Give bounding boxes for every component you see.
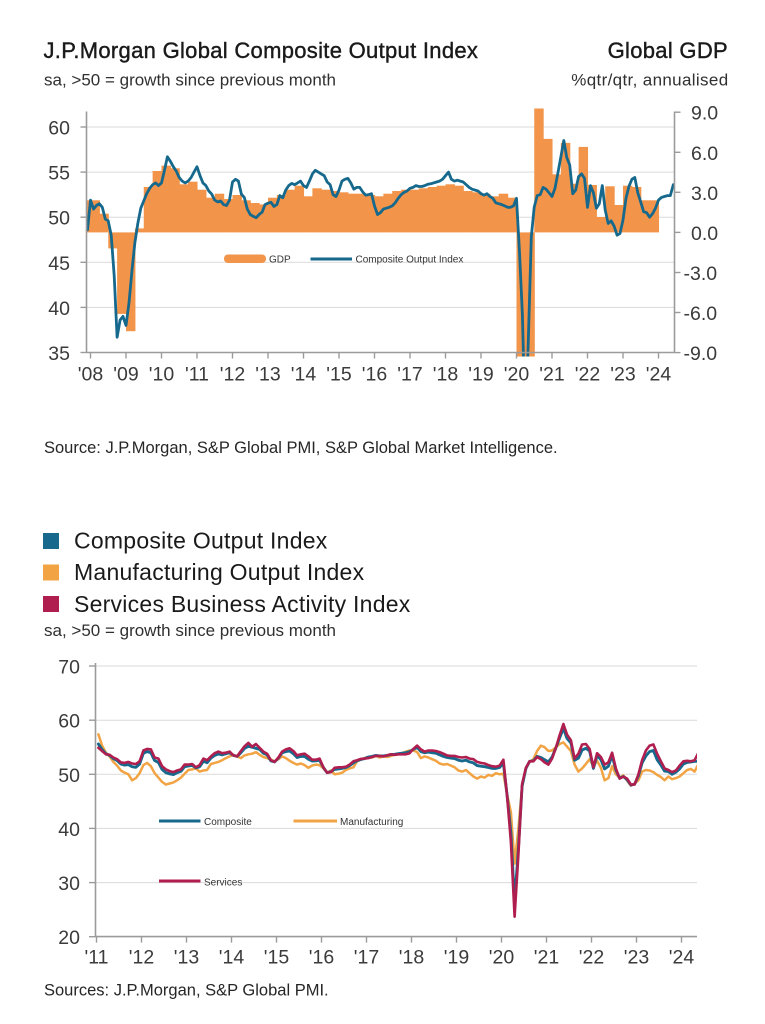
- svg-text:30: 30: [58, 873, 80, 895]
- svg-text:sa, >50 = growth since previou: sa, >50 = growth since previous month: [44, 71, 336, 90]
- svg-text:J.P.Morgan Global Composite Ou: J.P.Morgan Global Composite Output Index: [44, 38, 479, 63]
- svg-text:70: 70: [58, 657, 80, 679]
- svg-text:45: 45: [48, 253, 70, 275]
- svg-text:Services Business Activity Ind: Services Business Activity Index: [74, 591, 411, 617]
- svg-text:40: 40: [48, 298, 70, 320]
- svg-text:'13: '13: [174, 947, 199, 969]
- svg-text:'11: '11: [85, 947, 109, 969]
- svg-text:'12: '12: [220, 364, 245, 386]
- svg-text:Manufacturing: Manufacturing: [340, 817, 403, 828]
- svg-text:'15: '15: [264, 947, 290, 969]
- svg-text:Services: Services: [204, 878, 242, 889]
- svg-text:Composite Output Index: Composite Output Index: [356, 255, 464, 266]
- svg-text:'24: '24: [669, 947, 695, 969]
- svg-text:'23: '23: [624, 947, 649, 969]
- svg-text:'17: '17: [354, 947, 379, 969]
- svg-text:'22: '22: [579, 947, 604, 969]
- svg-text:sa, >50 = growth since previou: sa, >50 = growth since previous month: [44, 621, 336, 640]
- svg-text:'21: '21: [539, 364, 564, 386]
- svg-text:'19: '19: [444, 947, 469, 969]
- svg-text:-6.0: -6.0: [684, 303, 718, 325]
- svg-text:'11: '11: [185, 364, 209, 386]
- svg-text:Composite Output Index: Composite Output Index: [74, 528, 328, 554]
- svg-text:Sources: J.P.Morgan, S&P Globa: Sources: J.P.Morgan, S&P Global PMI.: [44, 982, 329, 1000]
- svg-text:'09: '09: [113, 364, 138, 386]
- svg-text:6.0: 6.0: [691, 143, 718, 165]
- svg-text:'13: '13: [255, 364, 280, 386]
- svg-text:40: 40: [58, 819, 80, 841]
- svg-text:%qtr/qtr, annualised: %qtr/qtr, annualised: [571, 71, 728, 90]
- svg-text:'20: '20: [489, 947, 515, 969]
- svg-text:50: 50: [48, 208, 70, 230]
- svg-text:60: 60: [48, 118, 70, 140]
- svg-text:GDP: GDP: [269, 255, 291, 266]
- svg-text:'23: '23: [610, 364, 635, 386]
- svg-text:'15: '15: [326, 364, 352, 386]
- svg-text:-9.0: -9.0: [684, 343, 718, 365]
- svg-text:50: 50: [58, 765, 80, 787]
- svg-text:'22: '22: [575, 364, 600, 386]
- svg-text:Composite: Composite: [204, 817, 252, 828]
- svg-text:'12: '12: [129, 947, 154, 969]
- svg-text:'21: '21: [534, 947, 559, 969]
- svg-text:'08: '08: [78, 364, 103, 386]
- svg-text:35: 35: [48, 343, 70, 365]
- svg-text:3.0: 3.0: [691, 183, 718, 205]
- svg-text:9.0: 9.0: [691, 103, 718, 125]
- svg-text:'14: '14: [219, 947, 245, 969]
- svg-text:'16: '16: [362, 364, 387, 386]
- svg-text:Source: J.P.Morgan, S&P Global: Source: J.P.Morgan, S&P Global PMI, S&P …: [44, 439, 558, 457]
- svg-text:Global GDP: Global GDP: [608, 38, 728, 63]
- svg-text:'16: '16: [309, 947, 334, 969]
- svg-text:20: 20: [58, 927, 80, 949]
- svg-text:'18: '18: [399, 947, 424, 969]
- svg-text:60: 60: [58, 711, 80, 733]
- svg-text:'14: '14: [291, 364, 317, 386]
- svg-text:Manufacturing Output Index: Manufacturing Output Index: [74, 559, 365, 585]
- svg-text:'19: '19: [468, 364, 493, 386]
- svg-text:'24: '24: [646, 364, 672, 386]
- svg-text:55: 55: [48, 163, 70, 185]
- svg-text:'17: '17: [397, 364, 422, 386]
- svg-text:0.0: 0.0: [691, 223, 718, 245]
- svg-text:'10: '10: [149, 364, 175, 386]
- svg-text:'20: '20: [504, 364, 530, 386]
- svg-text:-3.0: -3.0: [684, 263, 718, 285]
- svg-text:'18: '18: [433, 364, 458, 386]
